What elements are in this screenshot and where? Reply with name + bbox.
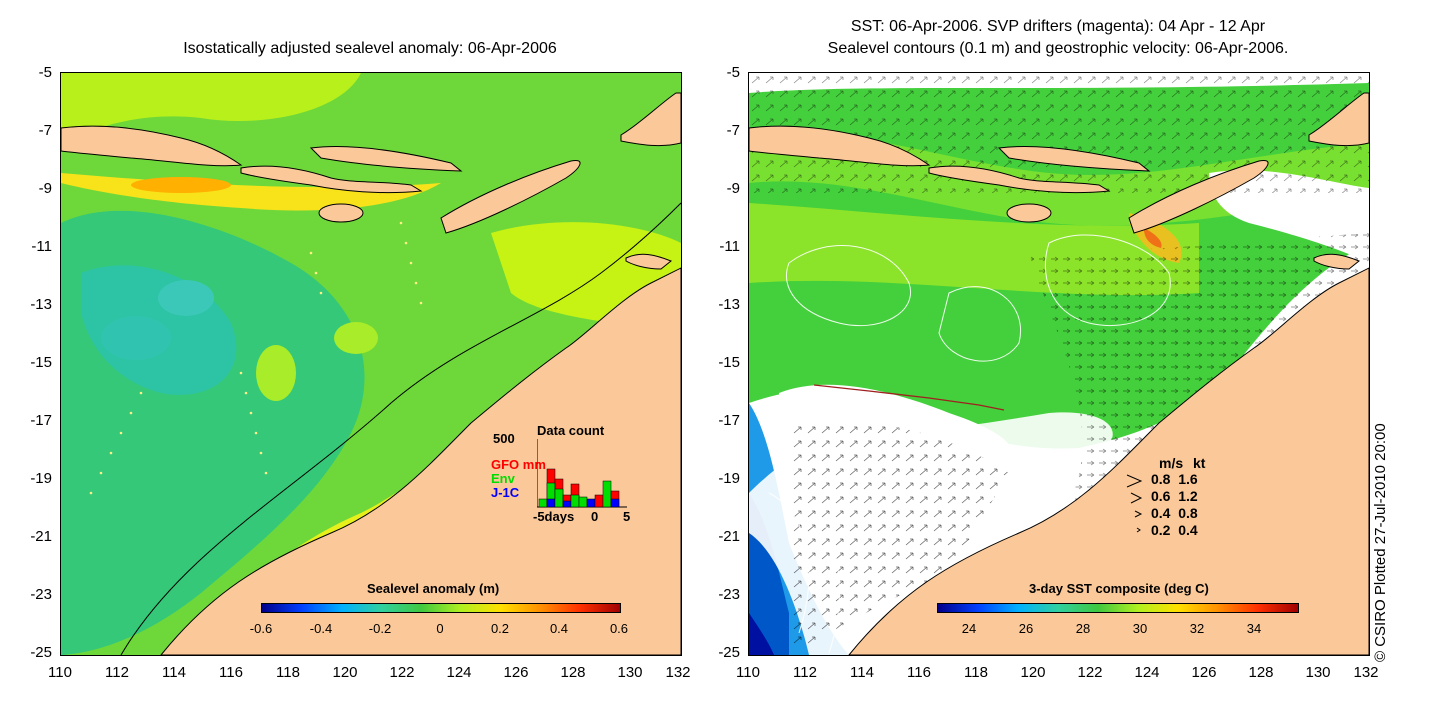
right-x-tick: 132	[1353, 664, 1379, 681]
legend-j1c: J-1C	[491, 485, 520, 500]
right-x-tick: 120	[1020, 664, 1046, 681]
data-count-histogram	[537, 439, 627, 508]
left-x-tick: 116	[219, 664, 243, 681]
velocity-row: 0.4 0.8	[1151, 505, 1198, 521]
left-y-tick: -19	[30, 470, 52, 487]
velocity-row-ms: 0.4	[1151, 505, 1171, 521]
velocity-row-ms: 0.8	[1151, 471, 1171, 487]
right-x-tick: 110	[736, 664, 760, 681]
velocity-row: 0.8 1.6	[1151, 471, 1198, 487]
left-colorbar-title: Sealevel anomaly (m)	[367, 581, 500, 596]
right-x-tick: 130	[1305, 664, 1331, 681]
left-cbar-tick: 0	[436, 621, 444, 636]
velocity-legend-header-ms: m/s	[1159, 455, 1184, 471]
left-cbar-tick: -0.2	[368, 621, 392, 636]
left-y-tick: -23	[30, 586, 52, 603]
left-y-tick: -25	[30, 644, 52, 661]
left-y-tick: -13	[30, 296, 52, 313]
velocity-row: 0.2 0.4	[1151, 522, 1198, 538]
velocity-row-kt: 1.2	[1178, 488, 1198, 504]
right-y-tick: -9	[726, 180, 740, 197]
left-x-tick: 110	[48, 664, 72, 681]
left-cbar-tick: 0.4	[549, 621, 569, 636]
right-x-tick: 126	[1191, 664, 1217, 681]
data-count-title: Data count	[537, 423, 605, 438]
left-x-tick: 112	[105, 664, 129, 681]
plot-credit: © CSIRO Plotted 27-Jul-2010 20:00	[1372, 423, 1389, 662]
right-x-tick: 128	[1248, 664, 1274, 681]
velocity-row-kt: 0.4	[1178, 522, 1198, 538]
right-cbar-tick: 32	[1189, 621, 1205, 636]
data-count-inset: Data count 500 GFO mm Env J-1C	[491, 421, 641, 531]
right-colorbar-title: 3-day SST composite (deg C)	[1029, 581, 1209, 596]
velocity-row-ms: 0.6	[1151, 488, 1171, 504]
right-x-tick: 116	[907, 664, 931, 681]
right-y-tick: -13	[718, 296, 740, 313]
left-x-tick: 128	[560, 664, 586, 681]
legend-env: Env	[491, 471, 515, 486]
left-y-tick: -9	[38, 180, 52, 197]
right-y-tick: -11	[719, 238, 740, 255]
right-y-tick: -21	[718, 528, 740, 545]
right-y-tick: -23	[718, 586, 740, 603]
right-y-tick: -15	[718, 354, 740, 371]
right-cbar-tick: 30	[1132, 621, 1148, 636]
right-y-tick: -25	[718, 644, 740, 661]
left-cbar-tick: 0.2	[490, 621, 510, 636]
data-count-ymax: 500	[493, 431, 515, 446]
left-y-tick: -7	[38, 122, 52, 139]
legend-gfo-extra: mm	[522, 457, 546, 472]
velocity-legend: m/s kt 0.8 1.6 0.6 1.2 0.4 0.8 0.2 0.4	[1121, 455, 1231, 545]
right-colorbar	[937, 603, 1299, 613]
inset-x-label-neg5: -5days	[533, 509, 575, 524]
right-cbar-tick: 24	[961, 621, 977, 636]
right-x-tick: 114	[850, 664, 874, 681]
velocity-legend-header-kt: kt	[1193, 455, 1206, 471]
velocity-row-kt: 1.6	[1178, 471, 1198, 487]
sst-field	[749, 73, 1369, 655]
right-map-title-line2: Sealevel contours (0.1 m) and geostrophi…	[827, 40, 1289, 57]
velocity-scale-arrows	[1126, 474, 1143, 533]
right-y-tick: -5	[726, 64, 740, 81]
left-y-tick: -17	[30, 412, 52, 429]
sealevel-anomaly-field	[61, 73, 681, 655]
right-x-tick: 124	[1134, 664, 1160, 681]
left-cbar-tick: 0.6	[609, 621, 629, 636]
right-y-tick: -19	[718, 470, 740, 487]
left-x-tick: 132	[665, 664, 691, 681]
velocity-row-kt: 0.8	[1178, 505, 1198, 521]
legend-gfo: GFO mm	[491, 457, 546, 472]
right-cbar-tick: 26	[1018, 621, 1034, 636]
left-y-tick: -21	[30, 528, 52, 545]
right-cbar-tick: 28	[1075, 621, 1091, 636]
right-x-tick: 112	[793, 664, 817, 681]
legend-gfo-label: GFO	[491, 457, 520, 472]
left-x-tick: 114	[162, 664, 186, 681]
right-y-tick: -17	[718, 412, 740, 429]
left-y-tick: -15	[30, 354, 52, 371]
inset-x-label-0: 0	[591, 509, 599, 524]
left-map: Data count 500 GFO mm Env J-1C	[60, 72, 682, 656]
right-map-title-line1: SST: 06-Apr-2006. SVP drifters (magenta)…	[850, 18, 1266, 35]
left-y-tick: -11	[31, 238, 52, 255]
left-x-tick: 130	[617, 664, 643, 681]
right-y-tick: -7	[726, 122, 740, 139]
left-cbar-tick: -0.4	[309, 621, 333, 636]
left-x-tick: 124	[446, 664, 472, 681]
right-x-tick: 122	[1077, 664, 1103, 681]
left-x-tick: 120	[332, 664, 358, 681]
left-map-title: Isostatically adjusted sealevel anomaly:…	[183, 40, 557, 57]
inset-x-label-5: 5	[623, 509, 631, 524]
velocity-row: 0.6 1.2	[1151, 488, 1198, 504]
left-x-tick: 126	[503, 664, 529, 681]
right-x-tick: 118	[964, 664, 988, 681]
left-colorbar	[261, 603, 621, 613]
velocity-row-ms: 0.2	[1151, 522, 1171, 538]
left-cbar-tick: -0.6	[249, 621, 273, 636]
right-map: m/s kt 0.8 1.6 0.6 1.2 0.4 0.8 0.2 0.4 3…	[748, 72, 1370, 656]
left-x-tick: 122	[389, 664, 415, 681]
left-x-tick: 118	[276, 664, 300, 681]
right-cbar-tick: 34	[1246, 621, 1262, 636]
left-y-tick: -5	[38, 64, 52, 81]
